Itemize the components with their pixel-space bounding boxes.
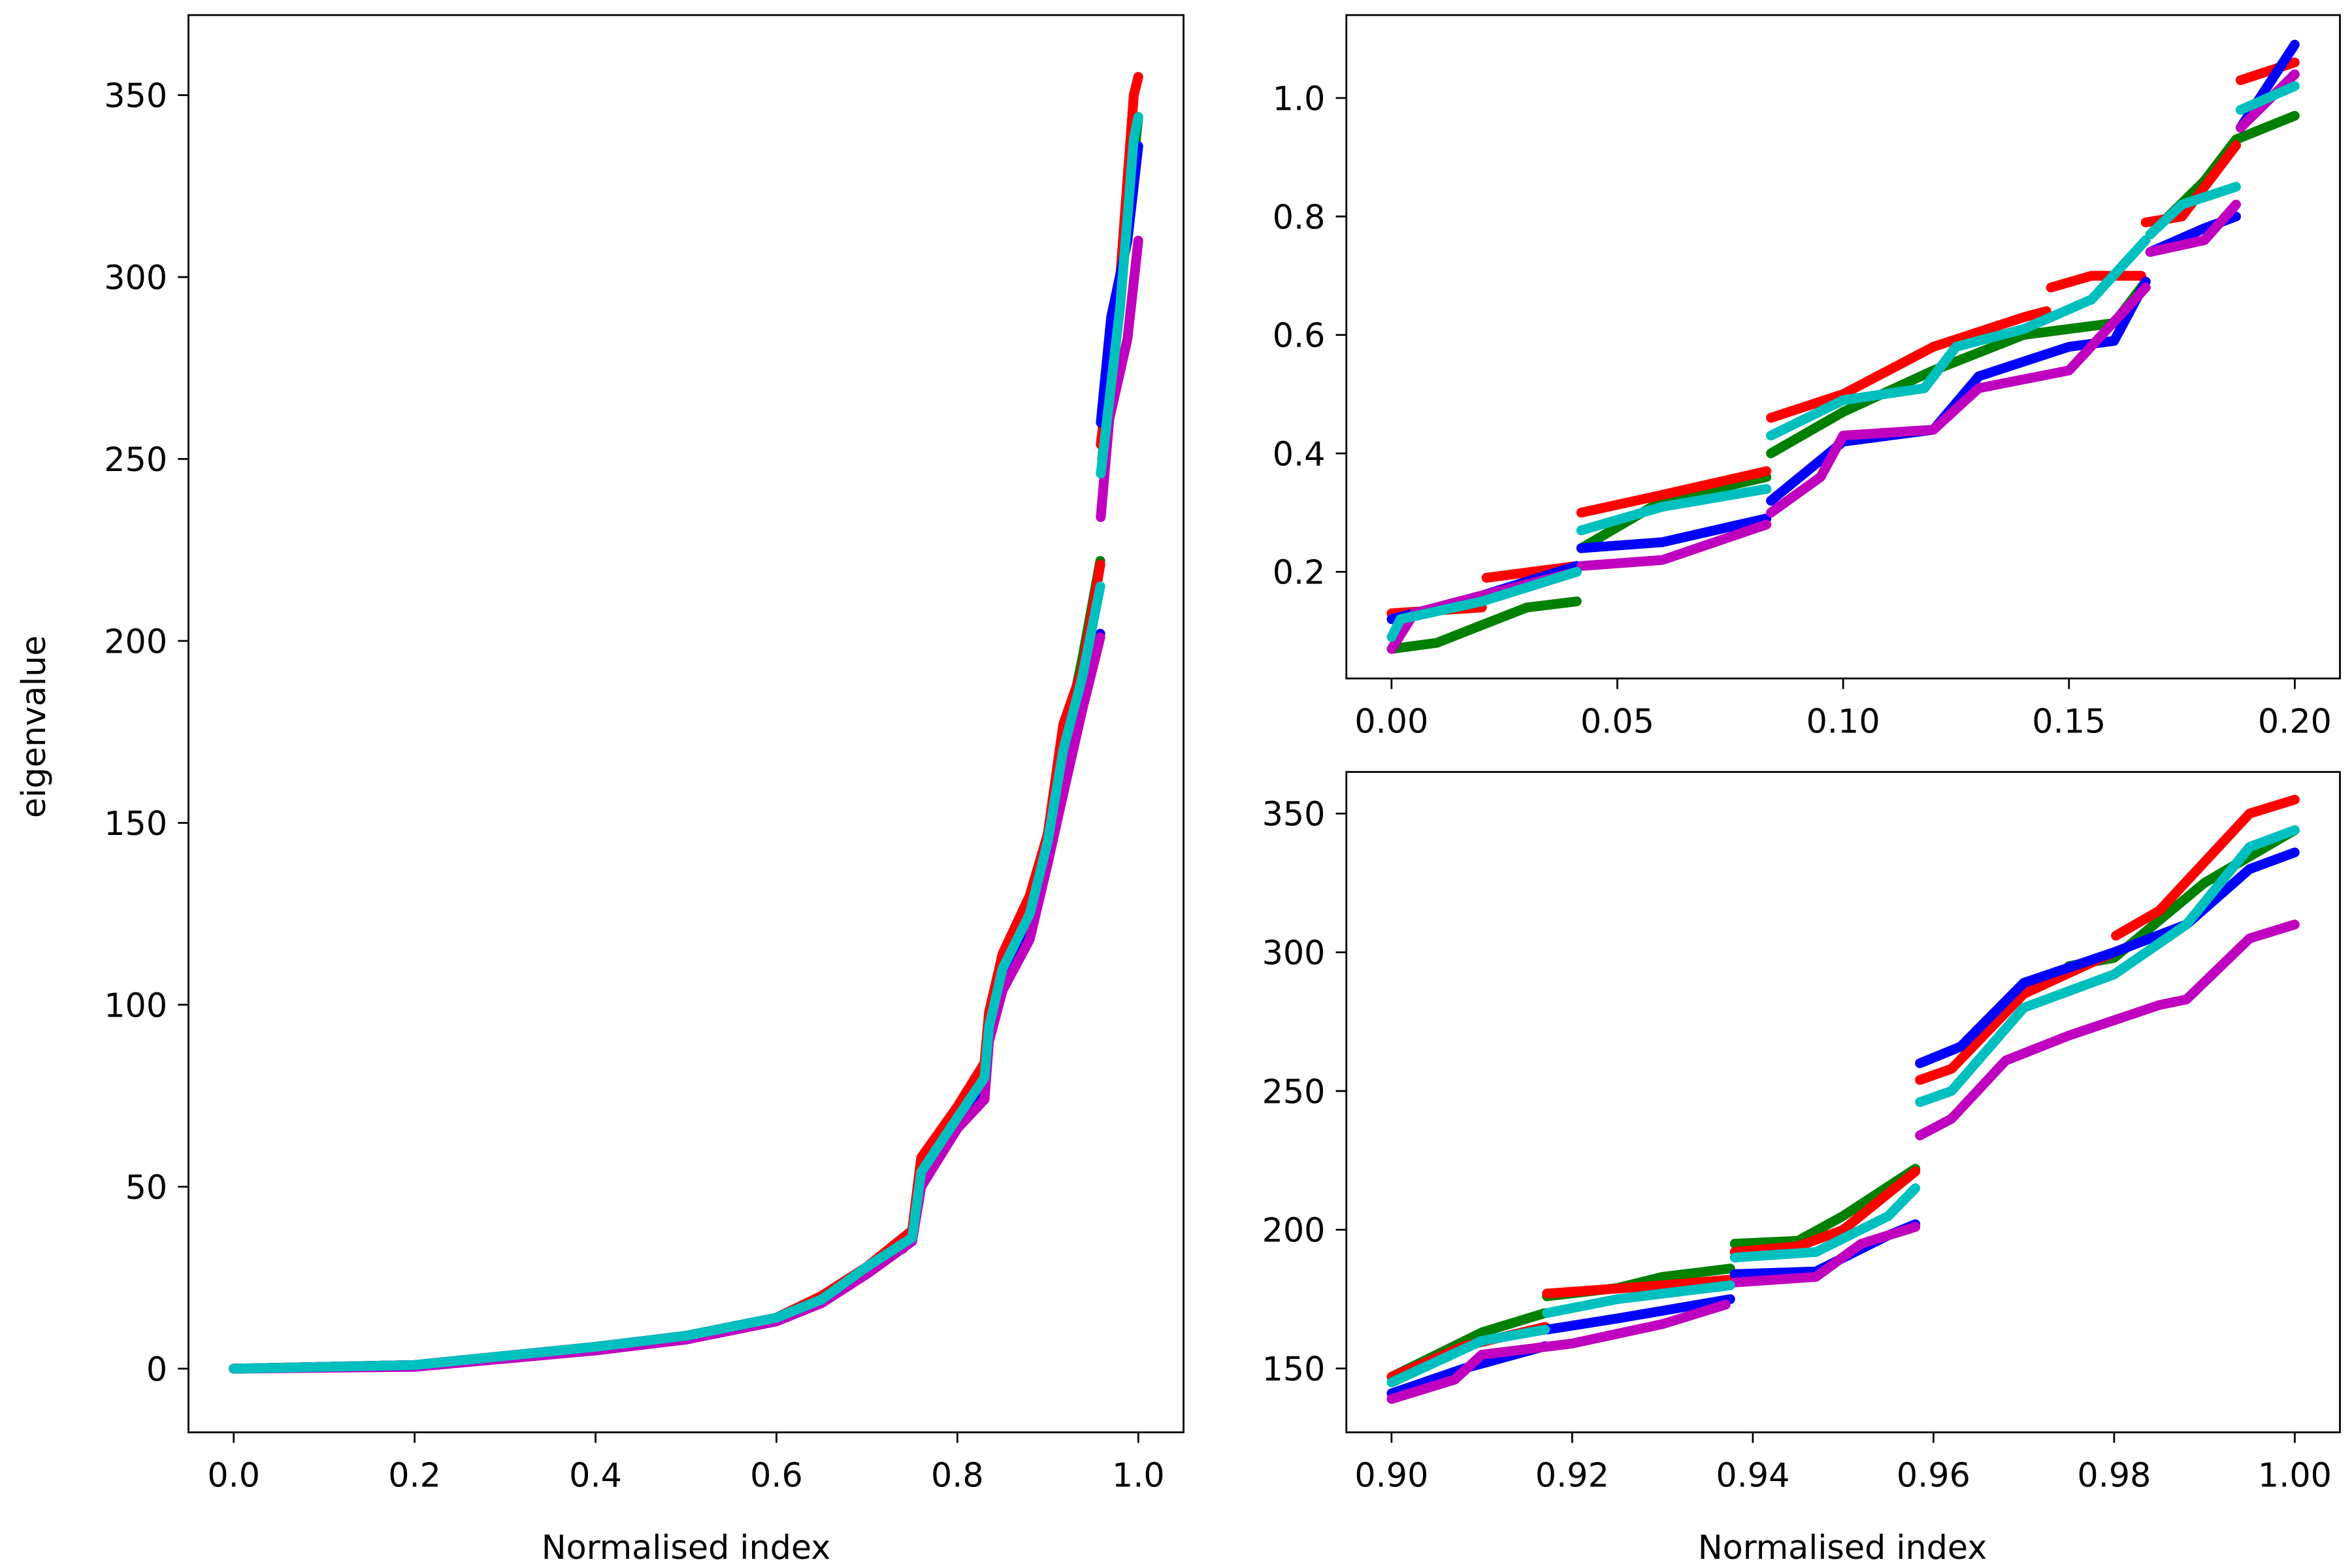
x-tick-label: 0.92 [1535,1456,1609,1494]
x-tick-label: 0.05 [1580,702,1654,741]
series-red-points [1576,466,1772,518]
y-tick-label: 50 [125,1168,168,1207]
y-tick-label: 300 [104,259,167,297]
x-tick-label: 1.00 [2258,1456,2332,1494]
axes-frame [188,14,1184,1433]
x-tick-label: 0.94 [1716,1456,1789,1494]
x-tick-label: 0.96 [1897,1456,1970,1494]
y-tick-label: 150 [1262,1350,1326,1388]
series-cyan-points [1386,1324,1550,1388]
series-green-points [1386,596,1582,654]
series-cyan-points [2235,81,2300,115]
panel-low-index-zoom: 0.00 0.05 0.10 0.15 0.20 0.2 0.4 0.6 0.8 1.0 [1273,14,2341,741]
series-group [1386,794,2300,1404]
series-red-points [1766,306,2051,423]
x-tick-label: 0.98 [2077,1456,2151,1494]
series-green-points [1729,1164,1921,1249]
panel-full-spectrum: 0.0 0.2 0.4 0.6 0.8 1.0 0 50 100 150 200 250 300 350 [104,14,1184,1494]
y-tick-label: 1.0 [1273,79,1326,118]
series-magenta-points [1766,282,2151,518]
x-tick-label: 1.0 [1112,1456,1165,1494]
series-green-points [2064,825,2300,972]
x-tick-label: 0.90 [1354,1456,1428,1494]
series-cyan-points [229,581,1105,1374]
y-tick-label: 150 [104,804,167,843]
y-tick-label: 200 [104,622,167,661]
series-magenta-points [1915,919,2300,1141]
y-tick-label: 0.8 [1273,198,1326,237]
series-blue-points [1915,847,2300,1068]
series-magenta-points [1729,1222,1921,1288]
series-group [229,72,1143,1374]
series-red-points [1915,947,2119,1085]
series-blue-points [1542,1294,1735,1335]
series-cyan-points [1729,1183,1921,1263]
x-tick-label: 0.2 [388,1456,441,1494]
series-cyan-points [1542,1280,1735,1318]
series-cyan-points [1096,112,1143,479]
series-green-points [229,555,1105,1374]
y-tick-label: 0.2 [1273,553,1326,592]
y-tick-label: 0.6 [1273,316,1326,355]
series-cyan-points [1766,235,2151,441]
series-red-points [2046,270,2146,293]
y-tick-label: 250 [104,440,167,479]
y-tick-label: 300 [1262,934,1326,972]
series-red-points [1542,1275,1735,1299]
series-magenta-points [1386,1299,1731,1404]
x-tick-label: 0.10 [1806,702,1880,741]
series-red-points [2140,140,2242,227]
series-cyan-points [1915,825,2300,1107]
series-cyan-points [1386,566,1582,642]
y-tick-label: 350 [1262,795,1326,834]
series-green-points [1766,276,2151,459]
y-tick-label: 0 [146,1350,167,1388]
y-axis-label-left: eigenvalue [14,636,53,819]
series-magenta-points [1576,519,1772,571]
series-blue-points [229,629,1105,1374]
series-magenta-points [2145,199,2242,257]
x-tick-label: 0.20 [2258,702,2332,741]
x-tick-label: 0.8 [931,1456,984,1494]
x-axis-label-bottom-right: Normalised index [1698,1528,1987,1567]
series-red-points [2111,794,2300,941]
series-group [1386,39,2300,654]
series-red-points [229,559,1105,1374]
y-tick-label: 100 [104,986,167,1024]
series-red-points [1729,1166,1921,1257]
x-tick-label: 0.00 [1354,702,1428,741]
x-tick-label: 0.0 [207,1456,260,1494]
series-magenta-points [229,632,1105,1374]
axes-frame [1345,771,2341,1433]
x-tick-label: 0.4 [569,1456,622,1494]
series-cyan-points [1576,483,1772,536]
y-tick-label: 250 [1262,1072,1326,1111]
series-blue-points [1576,514,1772,553]
y-tick-label: 0.4 [1273,434,1326,473]
y-tick-label: 200 [1262,1211,1326,1250]
y-tick-label: 350 [104,76,167,115]
series-green-points [1576,472,1772,553]
x-tick-label: 0.15 [2032,702,2106,741]
x-axis-label-left: Normalised index [542,1528,831,1567]
series-cyan-points [2145,182,2242,240]
panel-high-index-zoom: 0.90 0.92 0.94 0.96 0.98 1.00 150 200 250 300 350 [1262,771,2341,1494]
x-tick-label: 0.6 [750,1456,803,1494]
